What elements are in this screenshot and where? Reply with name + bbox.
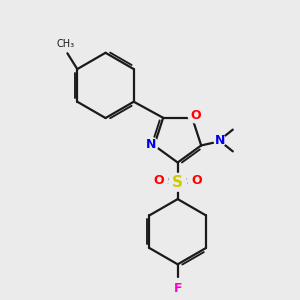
Text: N: N xyxy=(215,134,225,147)
Text: S: S xyxy=(172,175,183,190)
Text: CH₃: CH₃ xyxy=(56,39,74,49)
Circle shape xyxy=(154,173,168,187)
Text: N: N xyxy=(146,138,156,151)
Text: F: F xyxy=(173,282,182,295)
Circle shape xyxy=(144,137,158,152)
Circle shape xyxy=(188,109,202,123)
Text: O: O xyxy=(154,174,164,187)
Text: O: O xyxy=(191,174,202,187)
Circle shape xyxy=(188,173,201,187)
Circle shape xyxy=(169,173,187,191)
Circle shape xyxy=(214,135,226,146)
Text: O: O xyxy=(191,109,202,122)
